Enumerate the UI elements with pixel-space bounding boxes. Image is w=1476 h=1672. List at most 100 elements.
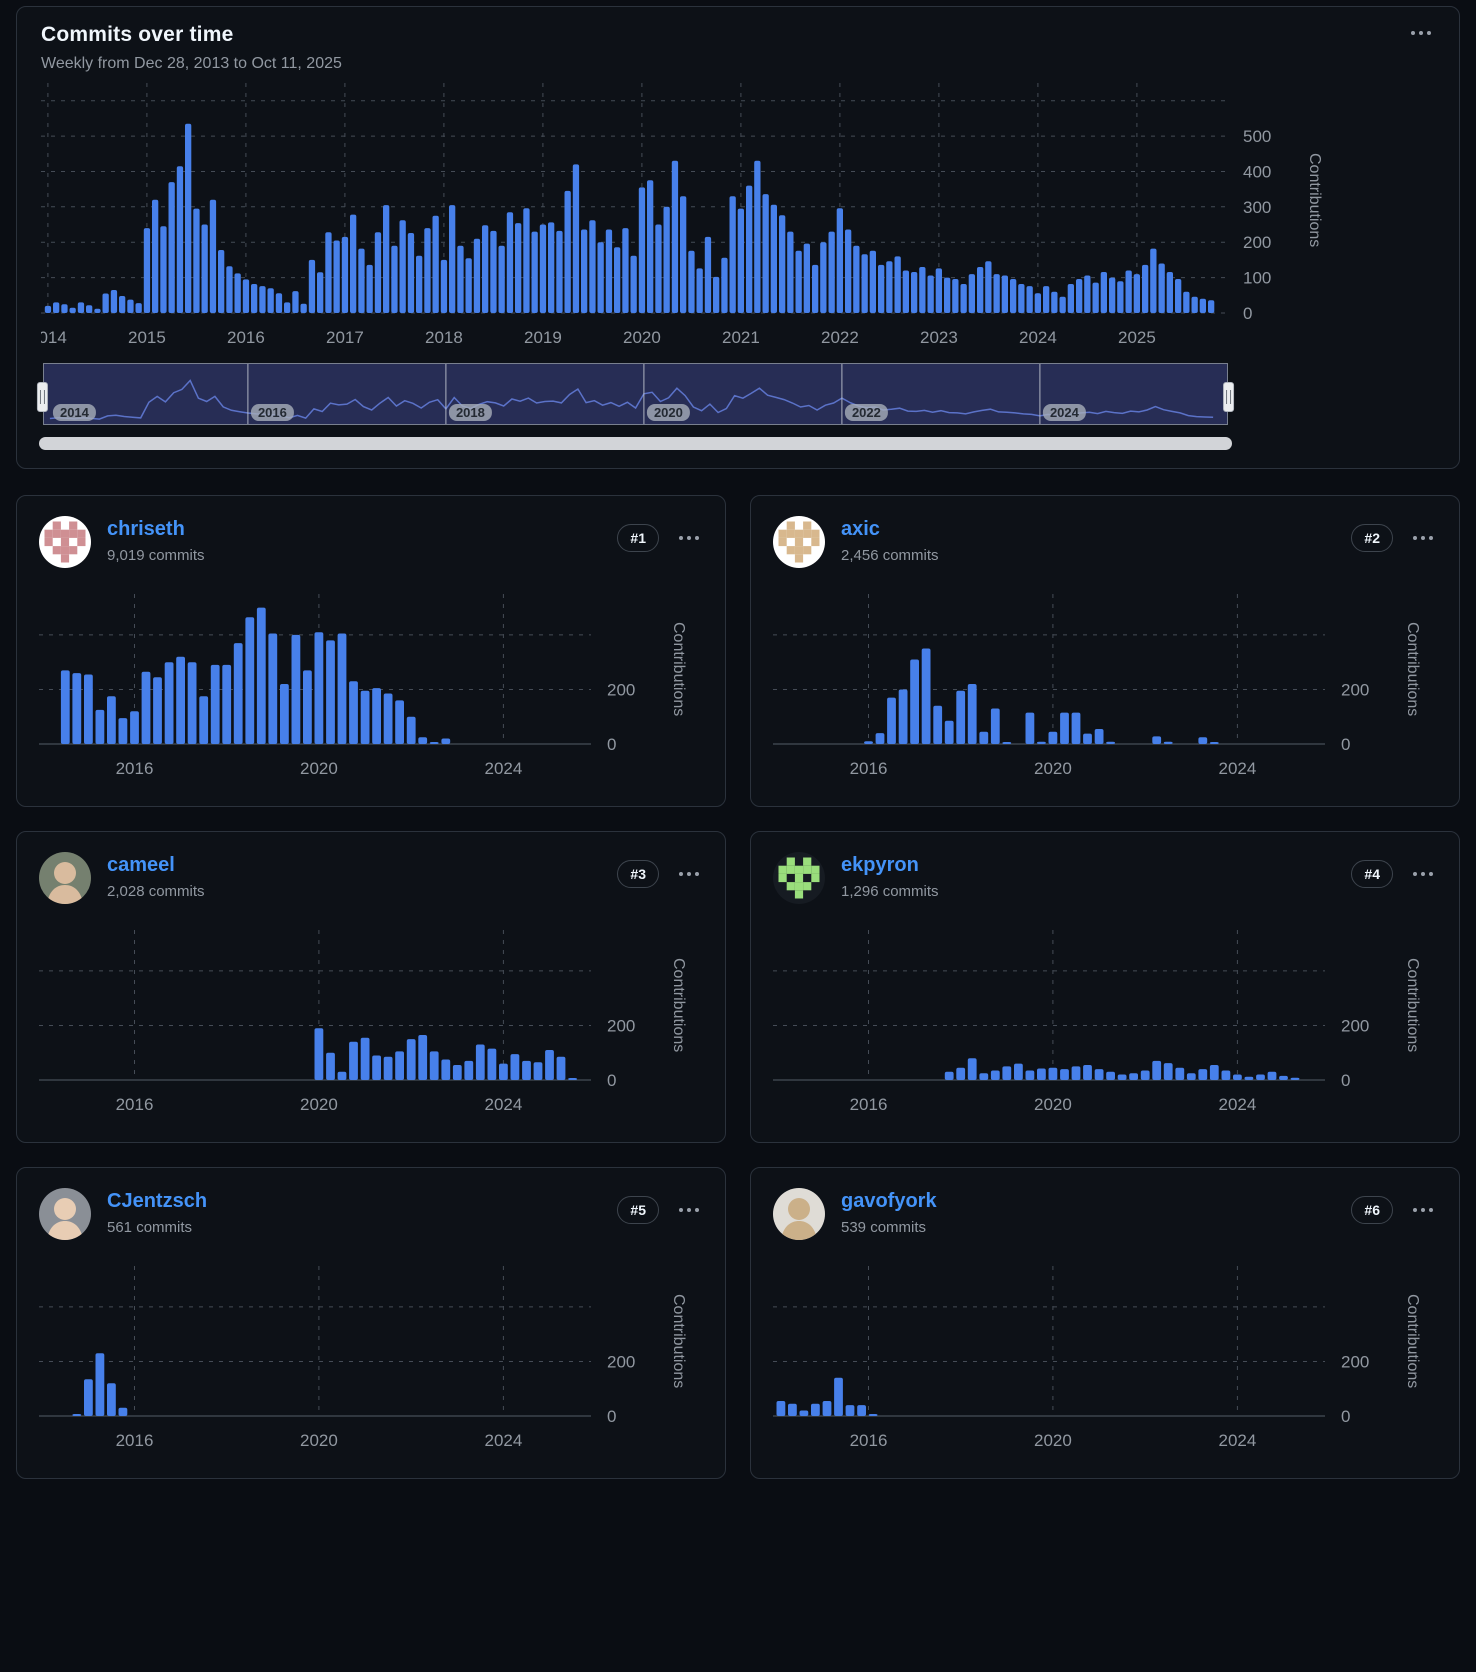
commit-bar[interactable] (1034, 293, 1041, 313)
commit-bar[interactable] (441, 738, 451, 745)
commit-bar[interactable] (545, 1050, 554, 1080)
minimap-chart[interactable]: 2014 2016 2018 2020 2022 2024 (43, 363, 1228, 425)
commit-bar[interactable] (374, 232, 382, 313)
commit-bar[interactable] (280, 684, 289, 744)
commit-bar[interactable] (1037, 741, 1046, 744)
commit-bar[interactable] (713, 276, 720, 313)
commit-bar[interactable] (314, 1028, 324, 1080)
commit-bar[interactable] (1106, 741, 1115, 744)
commit-bar[interactable] (688, 250, 695, 313)
commit-bar[interactable] (406, 1039, 416, 1080)
commit-bar[interactable] (803, 243, 810, 313)
commit-bar[interactable] (956, 690, 966, 744)
commit-bar[interactable] (77, 302, 85, 313)
commit-bar[interactable] (416, 255, 423, 313)
commit-bar[interactable] (350, 214, 357, 313)
commit-bar[interactable] (314, 632, 324, 744)
commit-bar[interactable] (1142, 264, 1149, 313)
minimap-left-handle[interactable] (36, 381, 48, 412)
commit-bar[interactable] (1092, 282, 1099, 313)
avatar[interactable] (39, 516, 91, 568)
commit-bar[interactable] (647, 180, 654, 313)
commit-bar[interactable] (326, 640, 335, 744)
commit-bar[interactable] (72, 673, 82, 744)
commit-bar[interactable] (475, 1044, 485, 1081)
commit-bar[interactable] (164, 662, 174, 744)
commit-bar[interactable] (933, 705, 943, 744)
commit-bar[interactable] (1175, 1067, 1185, 1080)
commit-bar[interactable] (919, 267, 926, 313)
commit-bar[interactable] (95, 1353, 105, 1416)
commit-bar[interactable] (251, 284, 258, 313)
commit-bar[interactable] (597, 242, 604, 313)
contributor-commits-chart[interactable]: 200 0 2016 2020 2024 (773, 594, 1403, 782)
commit-bar[interactable] (464, 1060, 474, 1080)
commit-bar[interactable] (300, 303, 307, 313)
commit-bar[interactable] (956, 1067, 966, 1080)
commit-bar[interactable] (399, 220, 406, 313)
commit-bar[interactable] (44, 305, 52, 313)
commit-bar[interactable] (864, 741, 873, 744)
commit-bar[interactable] (1209, 742, 1219, 744)
contributor-name-link[interactable]: ekpyron (841, 854, 919, 876)
commit-bar[interactable] (944, 277, 951, 313)
commit-bar[interactable] (1158, 263, 1165, 314)
commit-bar[interactable] (787, 231, 794, 313)
commit-bar[interactable] (94, 308, 101, 313)
commit-bar[interactable] (153, 677, 162, 744)
commit-bar[interactable] (143, 228, 151, 313)
contributor-name-link[interactable]: CJentzsch (107, 1190, 208, 1212)
commit-bar[interactable] (457, 245, 464, 313)
commit-bar[interactable] (372, 1055, 381, 1081)
commit-bar[interactable] (1256, 1074, 1265, 1081)
commit-bar[interactable] (185, 123, 192, 313)
commit-bar[interactable] (967, 1058, 977, 1080)
commit-bar[interactable] (337, 633, 347, 745)
commit-bar[interactable] (226, 266, 233, 313)
commit-bar[interactable] (349, 1041, 358, 1080)
commit-bar[interactable] (581, 229, 588, 314)
commit-bar[interactable] (902, 270, 909, 314)
commit-bar[interactable] (967, 684, 977, 744)
commit-bar[interactable] (391, 245, 398, 313)
commit-bar[interactable] (308, 259, 316, 313)
commit-bar[interactable] (1133, 274, 1140, 313)
commit-bar[interactable] (968, 274, 975, 313)
commit-bar[interactable] (1290, 1077, 1300, 1080)
commit-bar[interactable] (737, 208, 744, 313)
commit-bar[interactable] (935, 268, 942, 313)
commit-bar[interactable] (1071, 1066, 1081, 1080)
commit-bar[interactable] (1109, 277, 1116, 313)
commit-bar[interactable] (432, 215, 439, 313)
commit-bar[interactable] (1198, 1069, 1208, 1080)
contributor-commits-chart[interactable]: 200 0 2016 2020 2024 (773, 1266, 1403, 1454)
commit-bar[interactable] (857, 1405, 866, 1416)
commit-bar[interactable] (696, 268, 703, 313)
commit-bar[interactable] (622, 228, 629, 313)
commit-bar[interactable] (193, 208, 200, 313)
commit-bar[interactable] (95, 709, 105, 744)
commit-bar[interactable] (795, 250, 802, 313)
commit-bar[interactable] (680, 196, 687, 313)
minimap-right-handle[interactable] (1223, 381, 1235, 412)
commit-bar[interactable] (548, 222, 555, 313)
commit-bar[interactable] (1010, 279, 1017, 313)
commit-bar[interactable] (349, 681, 358, 744)
kebab-menu-icon[interactable] (1409, 864, 1437, 884)
commit-bar[interactable] (506, 212, 514, 313)
commit-bar[interactable] (1014, 1063, 1023, 1080)
commit-bar[interactable] (630, 255, 637, 313)
commit-bar[interactable] (977, 267, 984, 313)
commit-bar[interactable] (1279, 1075, 1288, 1080)
commit-bar[interactable] (1026, 286, 1033, 313)
commit-bar[interactable] (118, 718, 128, 744)
commit-bar[interactable] (127, 299, 134, 313)
contributor-commits-chart[interactable]: 200 0 2016 2020 2024 (39, 1266, 669, 1454)
commit-bar[interactable] (788, 1403, 797, 1416)
commit-bar[interactable] (979, 731, 989, 744)
commit-bar[interactable] (333, 240, 340, 314)
commit-bar[interactable] (1100, 272, 1107, 313)
commit-bar[interactable] (429, 742, 439, 744)
commit-bar[interactable] (360, 1037, 370, 1080)
commit-bar[interactable] (911, 272, 918, 313)
